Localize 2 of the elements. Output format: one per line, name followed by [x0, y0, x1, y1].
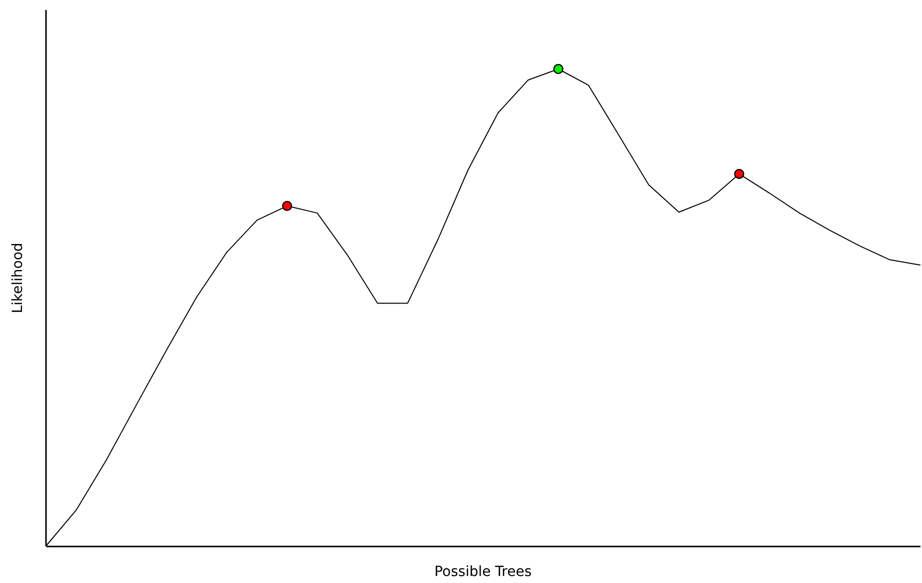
x-axis-title: Possible Trees: [434, 564, 532, 580]
y-axis-title: Likelihood: [10, 242, 26, 314]
